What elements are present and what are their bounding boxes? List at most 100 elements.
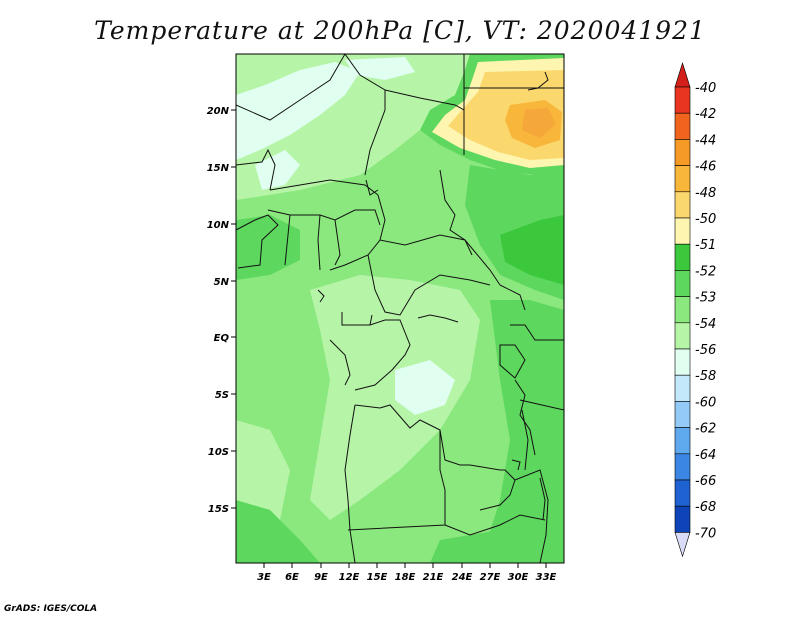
- colorbar-label: -62: [695, 422, 716, 437]
- colorbar-label: -42: [695, 107, 716, 122]
- lon-label-9e: 9E: [314, 572, 328, 583]
- lon-label-18e: 18E: [395, 572, 416, 583]
- colorbar-band: [674, 505, 691, 533]
- colorbar-band: [674, 243, 691, 271]
- lat-label-5s: 5S: [215, 390, 229, 401]
- colorbar-label: -51: [695, 238, 716, 253]
- border-benin-nigeria: [334, 219, 341, 266]
- colorbar-label: -54: [695, 317, 716, 332]
- colorbar-label: -46: [695, 160, 716, 175]
- border-togo-benin: [317, 214, 321, 271]
- lat-label-20n: 20N: [207, 106, 230, 117]
- grads-credit: GrADS: IGES/COLA: [4, 604, 98, 614]
- field-mid-southwest: [236, 500, 320, 563]
- border-malawi-mozambique: [514, 469, 549, 563]
- colorbar-band: [674, 296, 691, 324]
- border-angola-zambia-namibia: [347, 430, 446, 531]
- lat-label-15n: 15N: [207, 163, 230, 174]
- field-mid-west: [236, 215, 300, 280]
- colorbar-band: [674, 322, 691, 350]
- border-uganda-kenya: [510, 324, 564, 341]
- colorbar-label: -48: [695, 186, 716, 201]
- field-palest-congo: [395, 360, 455, 415]
- border-gabon-eqguinea: [341, 312, 373, 326]
- border-mali-burkina-niger: [269, 179, 379, 196]
- colorbar-band: [674, 191, 691, 219]
- colorbar-label: -58: [695, 369, 716, 384]
- border-angola-coast: [344, 404, 356, 563]
- colorbar-label: -60: [695, 395, 716, 410]
- field-mid-south: [430, 530, 530, 563]
- border-niger-libya-chad: [384, 89, 465, 155]
- field-palest-patch-3: [345, 57, 415, 80]
- field-palest-patch-2: [255, 150, 300, 190]
- lat-axis: 20N 15N 10N 5N EQ 5S 10S 15S: [207, 106, 236, 515]
- border-zambia-zimbabwe: [444, 514, 546, 536]
- colorbar-band: [674, 427, 691, 455]
- border-nigeria-cameroon: [329, 194, 386, 271]
- lat-label-15s: 15S: [208, 504, 229, 515]
- colorbar-band: [674, 86, 691, 114]
- temperature-field: [236, 54, 564, 563]
- border-angola-drc: [354, 404, 470, 466]
- river-congo: [417, 314, 459, 323]
- lon-label-30e: 30E: [508, 572, 529, 583]
- colorbar-band: [674, 374, 691, 402]
- colorbar-label: -64: [695, 448, 716, 463]
- border-tanzania-drc: [514, 379, 536, 456]
- colorbar-label: -66: [695, 474, 716, 489]
- colorbar-band: [674, 139, 691, 166]
- chart-title: Temperature at 200hPa [C], VT: 202004192…: [94, 16, 706, 45]
- lon-label-21e: 21E: [423, 572, 444, 583]
- coast-red-sea: [527, 71, 549, 91]
- colorbar: -40 -42 -44 -46 -48 -50 -51 -52 -53 -54 -56 -58 -60 -…: [674, 61, 716, 558]
- lon-label-6e: 6E: [285, 572, 299, 583]
- lon-label-12e: 12E: [339, 572, 360, 583]
- bioko-island: [317, 289, 325, 303]
- lat-label-10n: 10N: [207, 220, 230, 231]
- colorbar-bottom-triangle: [674, 532, 691, 558]
- lake-victoria: [499, 344, 526, 379]
- lon-label-15e: 15E: [367, 572, 388, 583]
- border-gabon-congo: [329, 339, 351, 386]
- border-guinea-sierraleone: [236, 214, 279, 269]
- colorbar-band: [674, 112, 691, 140]
- colorbar-band: [674, 401, 691, 428]
- border-chad-sudan: [439, 169, 473, 256]
- lake-malawi: [539, 477, 546, 521]
- border-cameroon-car-drc: [367, 254, 491, 316]
- colorbar-label: -56: [695, 343, 716, 358]
- field-palest-northwest: [236, 62, 360, 160]
- lon-label-24e: 24E: [452, 572, 473, 583]
- colorbar-label: -50: [695, 212, 716, 227]
- colorbar-label: -68: [695, 500, 716, 515]
- colorbar-band: [674, 348, 691, 376]
- border-tanzania-north: [519, 399, 564, 411]
- colorbar-top-triangle: [674, 61, 691, 88]
- lon-label-27e: 27E: [480, 572, 501, 583]
- lake-tanganyika: [521, 409, 529, 471]
- colorbar-label: -44: [695, 133, 716, 148]
- lat-label-5n: 5N: [214, 277, 230, 288]
- lon-label-3e: 3E: [257, 572, 271, 583]
- field-dark-east: [500, 215, 564, 285]
- colorbar-band: [674, 217, 691, 245]
- country-borders: [236, 54, 564, 563]
- lake-mweru: [511, 459, 521, 471]
- border-algeria-niger: [344, 54, 386, 176]
- lon-label-33e: 33E: [536, 572, 557, 583]
- map-frame: [235, 53, 565, 564]
- border-car-chad: [379, 234, 501, 286]
- field-minus48-core: [522, 108, 556, 138]
- lat-label-10s: 10S: [208, 447, 229, 458]
- colorbar-label: -52: [695, 264, 716, 279]
- colorbar-band: [674, 479, 691, 507]
- border-mauritania-mali: [236, 54, 346, 121]
- lon-axis: 3E 6E 9E 12E 15E 18E 21E 24E 27E 30E 33E: [257, 563, 557, 583]
- border-south-sudan-uganda: [499, 284, 526, 311]
- border-congo-drc: [354, 319, 411, 391]
- border-senegal-mali: [236, 148, 276, 191]
- lake-chad: [365, 179, 379, 196]
- lat-label-eq: EQ: [214, 333, 230, 344]
